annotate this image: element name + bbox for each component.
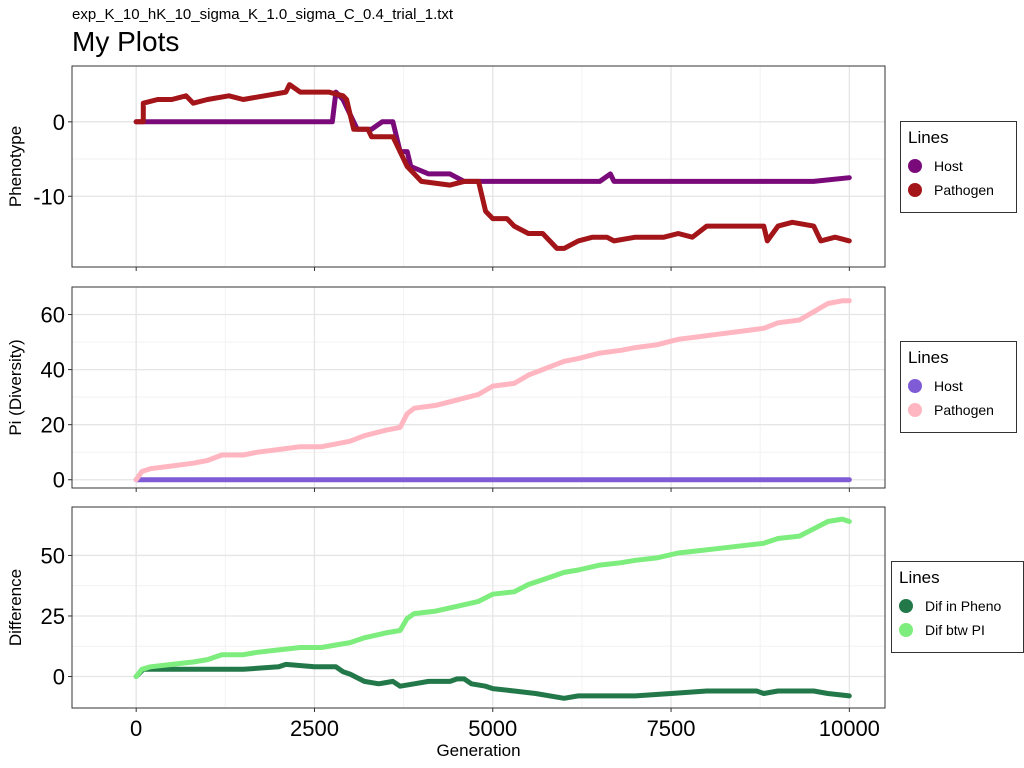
series-line-dif-btw-pi [133, 516, 852, 679]
legend-title: Lines [908, 348, 949, 367]
panel-background [72, 66, 885, 267]
y-tick-label: 0 [53, 110, 65, 135]
y-axis-label: Phenotype [6, 126, 25, 207]
x-tick-label: 2500 [290, 716, 339, 741]
series-line-dif-in-pheno [133, 661, 852, 701]
y-tick-label: -10 [33, 184, 65, 209]
legend-label-pathogen: Pathogen [934, 402, 994, 418]
legend-dot-dif-btw-pi [899, 623, 913, 637]
legend-item-pathogen: Pathogen [908, 398, 1008, 422]
y-tick-label: 40 [41, 358, 65, 383]
series-line-pathogen [133, 298, 852, 483]
legend-dot-dif-in-pheno [899, 599, 913, 613]
legend-phenotype: Lines Host Pathogen [900, 121, 1017, 213]
y-tick-label: 0 [53, 468, 65, 493]
chart-subtitle: exp_K_10_hK_10_sigma_K_1.0_sigma_C_0.4_t… [72, 6, 454, 23]
panel-border [71, 506, 886, 709]
x-tick-label: 0 [130, 716, 142, 741]
legend-difference: Lines Dif in Pheno Dif btw PI [891, 561, 1024, 653]
legend-dot-host [908, 379, 922, 393]
legend-label-host: Host [934, 378, 963, 394]
x-tick-label: 5000 [468, 716, 517, 741]
legend-item-pathogen: Pathogen [908, 178, 1008, 202]
legend-item-host: Host [908, 374, 1008, 398]
x-tick-label: 7500 [647, 716, 696, 741]
x-axis-label: Generation [436, 741, 520, 760]
legend-label-pathogen: Pathogen [934, 182, 994, 198]
legend-label-dif-btw-pi: Dif btw PI [925, 622, 985, 638]
panel-border [71, 286, 886, 489]
panel-background [72, 287, 885, 488]
y-tick-label: 20 [41, 413, 65, 438]
y-tick-label: 0 [53, 665, 65, 690]
legend-title: Lines [899, 568, 940, 587]
legend-item-host: Host [908, 154, 1008, 178]
legend-label-dif-in-pheno: Dif in Pheno [925, 598, 1002, 614]
legend-label-host: Host [934, 158, 963, 174]
legend-dot-pathogen [908, 403, 922, 417]
y-tick-label: 50 [41, 543, 65, 568]
chart-title: My Plots [72, 26, 180, 57]
series-line-pathogen [133, 82, 852, 251]
x-tick-label: 10000 [819, 716, 880, 741]
y-tick-label: 60 [41, 303, 65, 328]
y-tick-label: 25 [41, 604, 65, 629]
legend-dot-pathogen [908, 183, 922, 197]
legend-item-dif-btw-pi: Dif btw PI [899, 618, 1015, 642]
panel-background [72, 507, 885, 708]
legend-diversity: Lines Host Pathogen [900, 341, 1017, 433]
legend-dot-host [908, 159, 922, 173]
legend-title: Lines [908, 128, 949, 147]
y-axis-label: Pi (Diversity) [6, 339, 25, 435]
panel-border [71, 65, 886, 268]
legend-item-dif-in-pheno: Dif in Pheno [899, 594, 1015, 618]
y-axis-label: Difference [6, 569, 25, 646]
